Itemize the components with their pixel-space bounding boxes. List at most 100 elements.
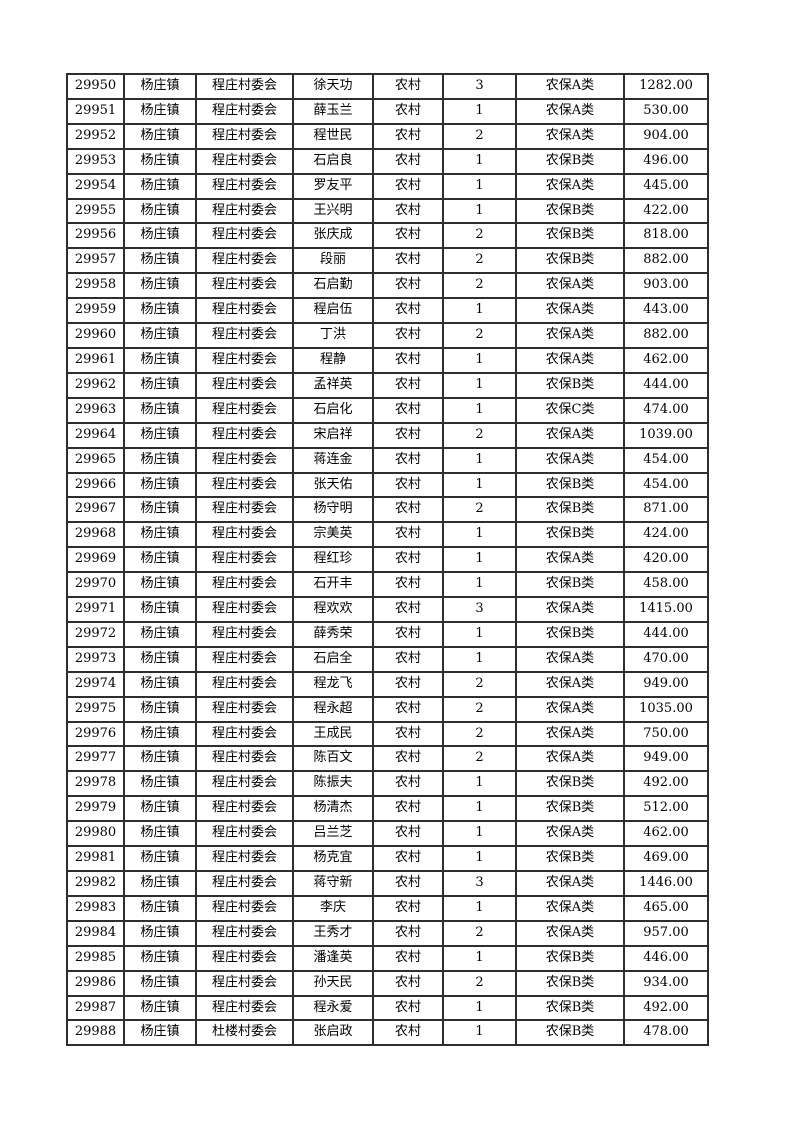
cell-count: 2 (442, 222, 517, 250)
cell-count: 1 (442, 147, 517, 175)
cell-count: 2 (442, 670, 517, 698)
cell-amount: 469.00 (623, 845, 709, 872)
cell-category: 农保A类 (515, 172, 625, 200)
cell-amount: 1415.00 (623, 596, 709, 623)
cell-category: 农保A类 (515, 97, 625, 125)
cell-village: 程庄村委会 (195, 471, 294, 499)
cell-category: 农保B类 (515, 795, 625, 823)
cell-name: 孙天民 (292, 969, 374, 997)
cell-count: 2 (442, 322, 517, 349)
cell-record-id: 29965 (66, 446, 125, 474)
cell-village: 程庄村委会 (195, 396, 294, 424)
cell-town: 杨庄镇 (123, 571, 197, 599)
cell-town: 杨庄镇 (123, 944, 197, 972)
cell-amount: 492.00 (623, 994, 709, 1022)
cell-residence: 农村 (372, 371, 444, 399)
cell-village: 程庄村委会 (195, 521, 294, 549)
cell-count: 2 (442, 919, 517, 947)
cell-category: 农保A类 (515, 73, 625, 100)
table-row: 29979 杨庄镇 程庄村委会 杨清杰 农村 1 农保B类 512.00 (66, 795, 709, 823)
cell-name: 程永超 (292, 695, 374, 723)
cell-category: 农保A类 (515, 446, 625, 474)
cell-amount: 904.00 (623, 122, 709, 150)
cell-amount: 871.00 (623, 496, 709, 524)
cell-count: 2 (442, 720, 517, 748)
cell-residence: 农村 (372, 122, 444, 150)
cell-village: 程庄村委会 (195, 272, 294, 300)
cell-amount: 444.00 (623, 371, 709, 399)
cell-record-id: 29983 (66, 894, 125, 922)
cell-count: 1 (442, 1019, 517, 1047)
cell-village: 程庄村委会 (195, 97, 294, 125)
cell-residence: 农村 (372, 969, 444, 997)
cell-residence: 农村 (372, 421, 444, 449)
cell-name: 罗友平 (292, 172, 374, 200)
cell-record-id: 29968 (66, 521, 125, 549)
cell-record-id: 29984 (66, 919, 125, 947)
cell-name: 程静 (292, 346, 374, 374)
cell-town: 杨庄镇 (123, 346, 197, 374)
cell-category: 农保B类 (515, 147, 625, 175)
cell-amount: 492.00 (623, 770, 709, 798)
cell-village: 程庄村委会 (195, 894, 294, 922)
cell-count: 1 (442, 770, 517, 798)
cell-town: 杨庄镇 (123, 322, 197, 349)
cell-village: 程庄村委会 (195, 222, 294, 250)
table-row: 29957 杨庄镇 程庄村委会 段丽 农村 2 农保B类 882.00 (66, 247, 709, 275)
cell-record-id: 29956 (66, 222, 125, 250)
cell-town: 杨庄镇 (123, 870, 197, 897)
cell-village: 程庄村委会 (195, 919, 294, 947)
cell-village: 程庄村委会 (195, 496, 294, 524)
table-row: 29977 杨庄镇 程庄村委会 陈百文 农村 2 农保A类 949.00 (66, 745, 709, 773)
cell-category: 农保A类 (515, 870, 625, 897)
cell-record-id: 29951 (66, 97, 125, 125)
cell-amount: 949.00 (623, 745, 709, 773)
cell-residence: 农村 (372, 770, 444, 798)
cell-count: 1 (442, 297, 517, 325)
cell-amount: 470.00 (623, 645, 709, 673)
cell-record-id: 29970 (66, 571, 125, 599)
cell-village: 杜楼村委会 (195, 1019, 294, 1047)
cell-record-id: 29966 (66, 471, 125, 499)
cell-record-id: 29950 (66, 73, 125, 100)
cell-residence: 农村 (372, 222, 444, 250)
cell-residence: 农村 (372, 845, 444, 872)
cell-name: 王秀才 (292, 919, 374, 947)
cell-record-id: 29954 (66, 172, 125, 200)
cell-name: 宋启祥 (292, 421, 374, 449)
table-row: 29961 杨庄镇 程庄村委会 程静 农村 1 农保A类 462.00 (66, 346, 709, 374)
table-row: 29955 杨庄镇 程庄村委会 王兴明 农村 1 农保B类 422.00 (66, 197, 709, 225)
cell-category: 农保A类 (515, 322, 625, 349)
cell-village: 程庄村委会 (195, 322, 294, 349)
cell-name: 杨克宜 (292, 845, 374, 872)
table-row: 29988 杨庄镇 杜楼村委会 张启政 农村 1 农保B类 478.00 (66, 1019, 709, 1047)
cell-name: 石启勤 (292, 272, 374, 300)
table-row: 29954 杨庄镇 程庄村委会 罗友平 农村 1 农保A类 445.00 (66, 172, 709, 200)
cell-name: 孟祥英 (292, 371, 374, 399)
cell-residence: 农村 (372, 720, 444, 748)
cell-town: 杨庄镇 (123, 122, 197, 150)
cell-residence: 农村 (372, 919, 444, 947)
cell-village: 程庄村委会 (195, 720, 294, 748)
cell-village: 程庄村委会 (195, 73, 294, 100)
cell-residence: 农村 (372, 322, 444, 349)
cell-town: 杨庄镇 (123, 894, 197, 922)
cell-town: 杨庄镇 (123, 596, 197, 623)
cell-residence: 农村 (372, 197, 444, 225)
cell-category: 农保C类 (515, 396, 625, 424)
cell-village: 程庄村委会 (195, 172, 294, 200)
cell-amount: 934.00 (623, 969, 709, 997)
cell-village: 程庄村委会 (195, 670, 294, 698)
cell-town: 杨庄镇 (123, 670, 197, 698)
cell-residence: 农村 (372, 521, 444, 549)
cell-residence: 农村 (372, 297, 444, 325)
cell-category: 农保A类 (515, 919, 625, 947)
table-row: 29980 杨庄镇 程庄村委会 吕兰芝 农村 1 农保A类 462.00 (66, 820, 709, 848)
cell-category: 农保A类 (515, 720, 625, 748)
cell-category: 农保B类 (515, 845, 625, 872)
cell-category: 农保A类 (515, 596, 625, 623)
table-row: 29976 杨庄镇 程庄村委会 王成民 农村 2 农保A类 750.00 (66, 720, 709, 748)
cell-record-id: 29985 (66, 944, 125, 972)
cell-name: 张庆成 (292, 222, 374, 250)
